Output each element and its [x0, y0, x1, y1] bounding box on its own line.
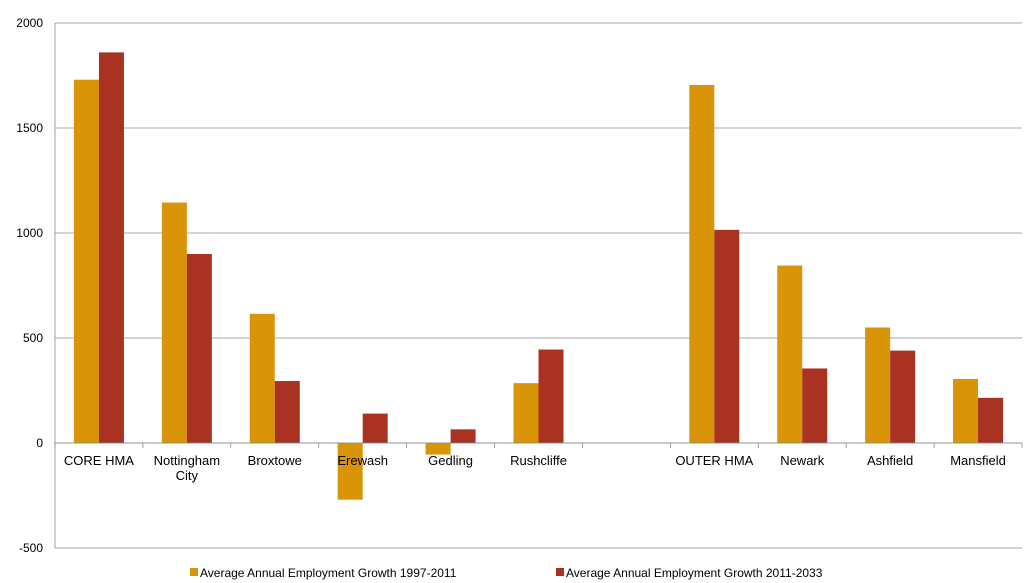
bars — [73, 52, 1004, 500]
bar-series2-11 — [978, 397, 1004, 443]
bar-series1-10 — [865, 327, 891, 443]
y-tick-label: 500 — [23, 331, 43, 345]
bar-series1-5 — [425, 443, 451, 455]
x-tick-label: Newark — [780, 453, 825, 468]
x-tick-label: Rushcliffe — [510, 453, 567, 468]
bar-series1-6 — [513, 383, 539, 443]
bar-series2-6 — [538, 349, 564, 443]
bar-series1-3 — [249, 313, 275, 443]
legend-swatch-1 — [190, 568, 198, 576]
bar-series2-2 — [186, 254, 212, 443]
bar-series1-4 — [337, 443, 363, 500]
bar-series2-4 — [362, 413, 388, 443]
y-tick-label: 0 — [36, 436, 43, 450]
x-tick-label: CORE HMA — [64, 453, 134, 468]
x-tick-label: Mansfield — [950, 453, 1006, 468]
legend-label-2: Average Annual Employment Growth 2011-20… — [566, 566, 823, 580]
bar-series2-9 — [802, 368, 828, 443]
bar-series1-11 — [953, 378, 979, 443]
x-tick-label: City — [176, 468, 199, 483]
x-tick-label: Nottingham — [154, 453, 220, 468]
y-tick-label: 1000 — [16, 226, 43, 240]
x-axis — [54, 23, 1023, 548]
y-tick-label: 2000 — [16, 16, 43, 30]
bar-series1-1 — [73, 79, 99, 443]
bar-series2-8 — [714, 229, 740, 443]
x-tick-label: OUTER HMA — [675, 453, 753, 468]
bar-series1-8 — [689, 84, 715, 443]
bar-series2-5 — [450, 429, 476, 443]
legend-label-1: Average Annual Employment Growth 1997-20… — [200, 566, 457, 580]
bar-series1-2 — [161, 202, 187, 443]
bar-series2-10 — [890, 350, 916, 443]
y-tick-label: 1500 — [16, 121, 43, 135]
legend-swatch-2 — [556, 568, 564, 576]
x-tick-label: Ashfield — [867, 453, 913, 468]
x-tick-label: Erewash — [337, 453, 388, 468]
y-tick-label: -500 — [19, 541, 43, 555]
x-tick-label: Gedling — [428, 453, 473, 468]
bar-series2-1 — [98, 52, 124, 444]
legend: Average Annual Employment Growth 1997-20… — [190, 566, 823, 580]
x-tick-label: Broxtowe — [248, 453, 302, 468]
bar-series2-3 — [274, 381, 300, 443]
y-axis-tick-labels: -500 0 500 1000 1500 2000 — [16, 16, 43, 555]
bar-series1-9 — [777, 265, 803, 443]
